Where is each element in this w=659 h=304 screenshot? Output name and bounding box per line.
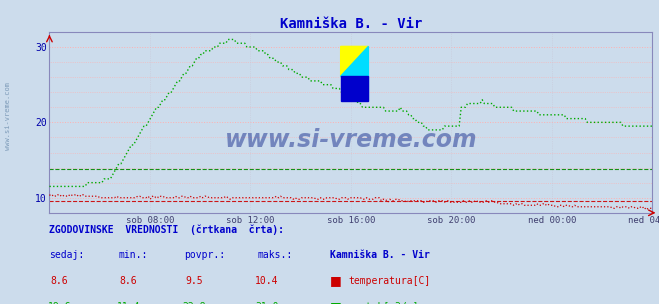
Polygon shape [341,47,368,101]
Text: Kamniška B. - Vir: Kamniška B. - Vir [330,250,430,261]
Text: ■: ■ [330,274,341,287]
Bar [341,76,368,101]
Text: www.si-vreme.com: www.si-vreme.com [225,129,477,152]
Text: 31.0: 31.0 [255,302,279,304]
Polygon shape [341,47,368,76]
Text: www.si-vreme.com: www.si-vreme.com [5,81,11,150]
Text: 22.8: 22.8 [183,302,206,304]
Text: 11.4: 11.4 [117,302,140,304]
Text: pretok[m3/s]: pretok[m3/s] [348,302,418,304]
Text: 9.5: 9.5 [186,276,203,286]
Text: 8.6: 8.6 [120,276,137,286]
Title: Kamniška B. - Vir: Kamniška B. - Vir [279,17,422,31]
Text: 8.6: 8.6 [51,276,68,286]
Text: ZGODOVINSKE  VREDNOSTI  (črtkana  črta):: ZGODOVINSKE VREDNOSTI (črtkana črta): [49,224,285,235]
Text: maks.:: maks.: [257,250,292,261]
Text: sedaj:: sedaj: [49,250,84,261]
Text: min.:: min.: [119,250,148,261]
Text: povpr.:: povpr.: [185,250,225,261]
Text: 10.4: 10.4 [255,276,279,286]
Text: ■: ■ [330,300,341,304]
Text: 19.6: 19.6 [47,302,71,304]
Text: temperatura[C]: temperatura[C] [348,276,430,286]
